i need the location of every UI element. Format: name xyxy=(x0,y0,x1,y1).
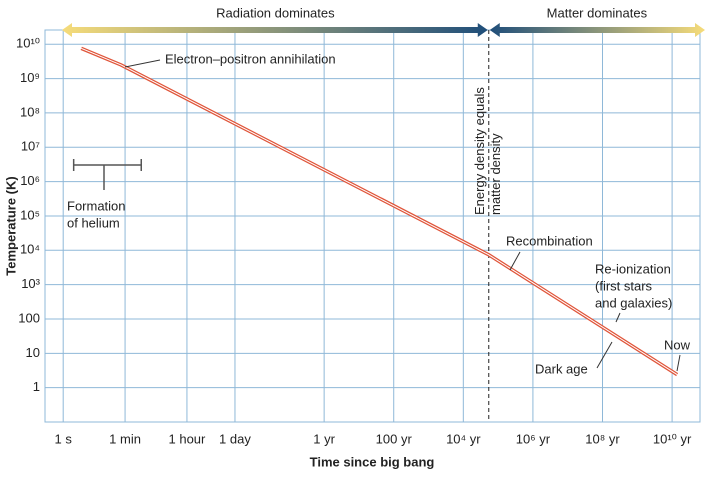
x-tick-label: 1 min xyxy=(109,431,141,446)
annotation: Dark age xyxy=(535,361,588,376)
era-label: Matter dominates xyxy=(547,5,648,20)
temperature-line-core xyxy=(81,47,678,376)
annotation: Formation xyxy=(67,198,126,213)
x-tick-label: 10⁸ yr xyxy=(585,431,620,446)
annotation: Re-ionization xyxy=(595,261,671,276)
y-tick-label: 100 xyxy=(18,310,40,325)
x-tick-label: 100 yr xyxy=(376,431,413,446)
y-tick-label: 10⁶ xyxy=(20,173,40,188)
y-tick-label: 1 xyxy=(33,379,40,394)
plot-frame xyxy=(44,29,701,423)
x-tick-label: 1 yr xyxy=(313,431,335,446)
temperature-line xyxy=(80,46,679,377)
leader-line xyxy=(615,312,621,323)
x-tick-label: 1 s xyxy=(55,431,73,446)
y-tick-label: 10⁷ xyxy=(21,139,40,154)
era-arrow xyxy=(62,23,488,37)
y-axis-title: Temperature (K) xyxy=(3,176,18,275)
leader-line xyxy=(596,341,613,369)
x-tick-label: 1 day xyxy=(219,431,251,446)
leader-line xyxy=(124,59,161,68)
y-tick-label: 10⁵ xyxy=(20,207,40,222)
x-tick-label: 1 hour xyxy=(169,431,207,446)
x-tick-label: 10¹⁰ yr xyxy=(653,431,692,446)
leader-line xyxy=(509,251,521,271)
annotation: Now xyxy=(664,337,691,352)
annotation: and galaxies) xyxy=(595,295,672,310)
annotation: (first stars xyxy=(595,278,653,293)
x-tick-label: 10⁶ yr xyxy=(516,431,551,446)
y-tick-label: 10 xyxy=(26,345,40,360)
era-arrow xyxy=(489,23,705,37)
y-tick-label: 10⁴ xyxy=(20,242,40,257)
y-tick-label: 10³ xyxy=(21,276,40,291)
y-tick-label: 10⁹ xyxy=(20,70,40,85)
y-tick-label: 10⁸ xyxy=(20,104,40,119)
x-tick-label: 10⁴ yr xyxy=(446,431,481,446)
x-axis-title: Time since big bang xyxy=(310,454,435,469)
equality-label: Energy density equals xyxy=(472,87,487,215)
equality-label: matter density xyxy=(488,133,503,215)
annotation: Recombination xyxy=(506,233,593,248)
leader-line xyxy=(676,354,681,372)
y-tick-label: 10¹⁰ xyxy=(16,36,40,51)
era-label: Radiation dominates xyxy=(216,5,335,20)
annotation: Electron–positron annihilation xyxy=(165,51,336,66)
annotation: of helium xyxy=(67,215,120,230)
